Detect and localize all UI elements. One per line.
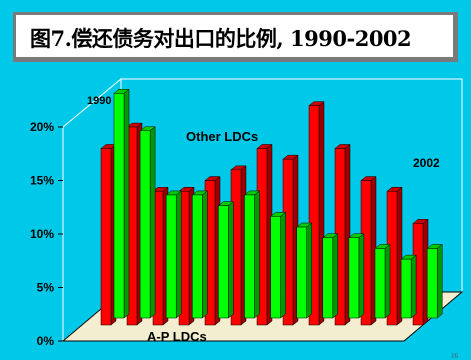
bar-ap-ldcs: [243, 190, 261, 319]
series-label-other-ldcs: Other LDCs: [186, 129, 258, 144]
series-label-ap-ldcs: A-P LDCs: [147, 329, 207, 344]
bar-ap-ldcs: [400, 254, 417, 319]
y-tick-label: 10%: [30, 227, 54, 241]
bar-ap-ldcs: [426, 243, 443, 319]
bar-ap-ldcs: [374, 243, 391, 319]
bar-other-ldcs: [152, 186, 169, 326]
bar-ap-ldcs: [113, 88, 130, 319]
page-number: 16: [451, 352, 458, 360]
bar-ap-ldcs: [348, 233, 365, 319]
y-tick-label: 15%: [30, 174, 54, 188]
bar-ap-ldcs: [191, 190, 209, 319]
bar-other-ldcs: [412, 218, 429, 326]
y-tick-label: 0%: [37, 334, 55, 348]
y-tick-label: 5%: [37, 281, 55, 295]
bar-ap-ldcs: [217, 201, 235, 319]
chart-title: 图7.偿还债务对出口的比例, 1990-2002: [30, 26, 412, 51]
bar-ap-ldcs: [322, 233, 339, 319]
title-bar: 图7.偿还债务对出口的比例, 1990-2002: [13, 12, 458, 62]
bar-ap-ldcs: [295, 222, 313, 319]
category-label-last: 2002: [413, 156, 440, 170]
bar-ap-ldcs: [165, 190, 182, 319]
category-label-first: 1990: [87, 95, 111, 107]
y-tick-label: 20%: [30, 120, 54, 134]
bar-ap-ldcs: [139, 126, 156, 319]
bar-ap-ldcs: [269, 211, 287, 319]
